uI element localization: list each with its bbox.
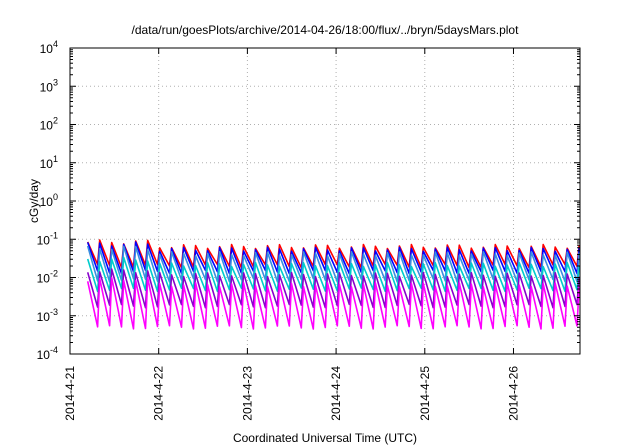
- x-tick-label: 2014-4-24: [329, 366, 343, 421]
- y-tick-label: 10-3: [37, 307, 58, 324]
- y-tick-label: 102: [40, 116, 58, 133]
- ticks: [69, 47, 580, 355]
- series-line: [86, 256, 580, 293]
- x-tick-label: 2014-4-21: [63, 366, 77, 421]
- series-line: [86, 276, 580, 330]
- x-tick-labels: 2014-4-21 2014-4-22 2014-4-23 2014-4-24 2014…: [63, 366, 520, 421]
- y-tick-label: 10-4: [37, 345, 58, 362]
- x-tick-label: 2014-4-22: [152, 366, 166, 421]
- y-tick-label: 104: [40, 39, 58, 56]
- x-tick-label: 2014-4-23: [240, 366, 254, 421]
- y-tick-label: 10-2: [37, 269, 58, 286]
- x-axis-label: Coordinated Universal Time (UTC): [233, 431, 417, 445]
- chart-title: /data/run/goesPlots/archive/2014-04-26/1…: [132, 23, 520, 37]
- y-tick-label: 103: [40, 77, 58, 94]
- y-tick-label: 101: [40, 154, 58, 171]
- series-group: [86, 239, 580, 330]
- y-tick-labels: 10-4 10-3 10-2 10-1 100 101 102 103 104: [37, 39, 58, 362]
- y-tick-label: 10-1: [37, 230, 58, 247]
- y-tick-label: 100: [40, 192, 58, 209]
- x-tick-label: 2014-4-25: [418, 366, 432, 421]
- y-axis-label: cGy/day: [27, 179, 41, 223]
- series-line: [86, 268, 580, 309]
- x-tick-label: 2014-4-26: [506, 366, 520, 421]
